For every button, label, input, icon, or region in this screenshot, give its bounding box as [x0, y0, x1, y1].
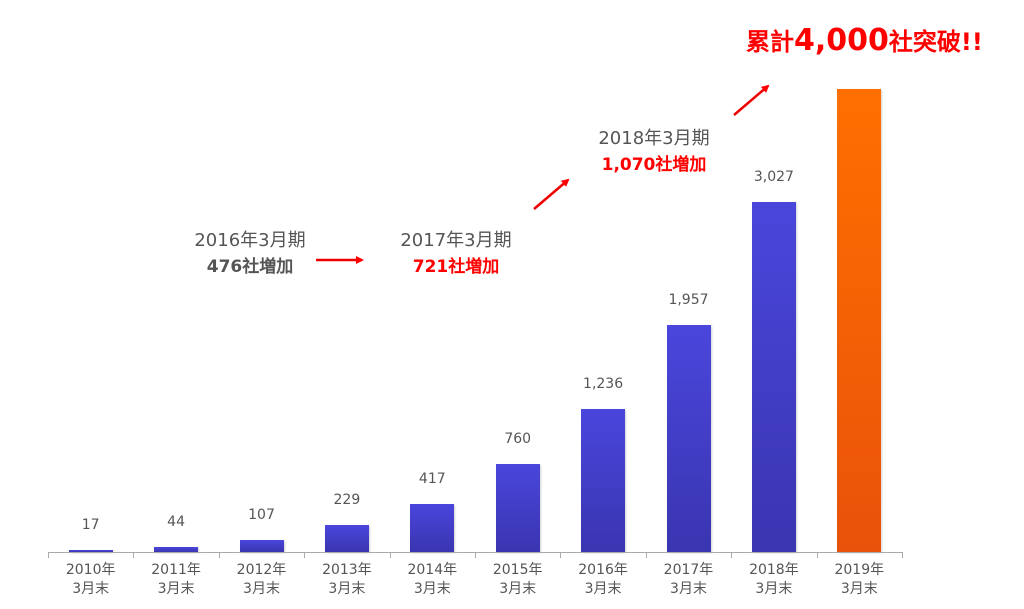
annotation-period: 2016年3月期 — [194, 230, 306, 251]
data-label: 1,236 — [583, 375, 624, 392]
data-label: 229 — [333, 492, 361, 509]
x-label-sub: 3月末 — [755, 581, 793, 597]
x-axis-label: 2014年 3月末 — [389, 561, 475, 599]
x-label-sub: 3月末 — [328, 581, 366, 597]
x-label-sub: 3月末 — [413, 581, 451, 597]
x-axis-tick — [389, 552, 391, 558]
x-axis-label: 2013年 3月末 — [304, 561, 390, 599]
x-label-sub: 3月末 — [584, 581, 622, 597]
headline: 累計4,000社突破!! — [746, 22, 983, 58]
annotation-increase: 721社増加 — [412, 257, 500, 277]
bar — [154, 546, 199, 552]
x-axis-label: 2019年 3月末 — [816, 561, 902, 599]
arrow-up-right-icon — [733, 84, 770, 116]
x-label-sub: 3月末 — [840, 581, 878, 597]
headline-prefix: 累計 — [746, 28, 794, 56]
x-axis-label: 2015年 3月末 — [475, 561, 561, 599]
x-label-year: 2010年 — [65, 562, 116, 578]
bar — [68, 550, 113, 552]
annotation-period: 2017年3月期 — [400, 230, 512, 251]
annotation-period: 2018年3月期 — [598, 128, 710, 149]
x-axis-tick — [645, 552, 647, 558]
data-label: 44 — [167, 513, 185, 530]
x-axis-tick — [475, 552, 476, 558]
data-label: 760 — [504, 431, 532, 448]
x-label-sub: 3月末 — [670, 581, 707, 597]
x-axis-tick — [560, 552, 562, 558]
x-axis-label: 2011年 3月末 — [133, 561, 219, 599]
x-axis-label: 2010年 3月末 — [48, 561, 134, 599]
x-axis-tick — [133, 552, 135, 558]
bar — [666, 325, 711, 552]
x-axis-label: 2012年 3月末 — [219, 561, 305, 599]
data-label: 417 — [418, 470, 446, 487]
bar — [581, 408, 626, 552]
annotation-2016: 2016年3月期 476社増加 — [170, 226, 330, 277]
x-axis-label: 2016年 3月末 — [560, 561, 646, 599]
headline-suffix: 社突破!! — [888, 28, 983, 56]
data-label: 3,027 — [753, 168, 794, 185]
x-axis-tick — [902, 552, 903, 558]
bar — [324, 525, 369, 552]
x-label-sub: 3月末 — [157, 581, 195, 597]
x-label-sub: 3月末 — [243, 581, 280, 597]
bar — [495, 464, 540, 552]
data-label: 17 — [81, 517, 100, 533]
annotation-increase: 476社増加 — [206, 257, 294, 277]
x-label-year: 2015年 — [492, 562, 543, 578]
bar — [751, 201, 796, 552]
bar — [239, 539, 284, 552]
annotation-2017: 2017年3月期 721社増加 — [376, 226, 536, 277]
x-label-year: 2018年 — [749, 562, 799, 578]
x-axis-tick — [731, 552, 733, 558]
x-axis-tick — [48, 552, 49, 558]
headline-number: 4,000 — [794, 23, 889, 58]
x-label-year: 2013年 — [322, 562, 372, 578]
annotation-2018: 2018年3月期 1,070社増加 — [574, 124, 734, 175]
data-label: 1,957 — [668, 292, 709, 309]
x-axis-label: 2018年 3月末 — [731, 561, 817, 599]
x-axis-label: 2017年 3月末 — [646, 561, 732, 599]
x-label-year: 2014年 — [407, 562, 458, 578]
bar — [837, 89, 882, 552]
x-label-year: 2011年 — [151, 562, 201, 578]
x-label-year: 2017年 — [663, 562, 714, 578]
x-label-year: 2012年 — [236, 562, 287, 578]
annotation-increase: 1,070社増加 — [601, 155, 707, 175]
x-axis-tick — [816, 552, 818, 558]
x-axis-tick — [218, 552, 220, 558]
x-axis — [48, 552, 902, 553]
arrow-up-right-icon — [533, 178, 570, 210]
x-label-sub: 3月末 — [72, 581, 110, 597]
data-label: 107 — [248, 506, 275, 523]
x-label-year: 2016年 — [578, 562, 628, 578]
x-label-year: 2019年 — [834, 562, 885, 578]
bar — [410, 503, 455, 552]
x-label-sub: 3月末 — [499, 581, 537, 597]
x-axis-tick — [304, 552, 306, 558]
